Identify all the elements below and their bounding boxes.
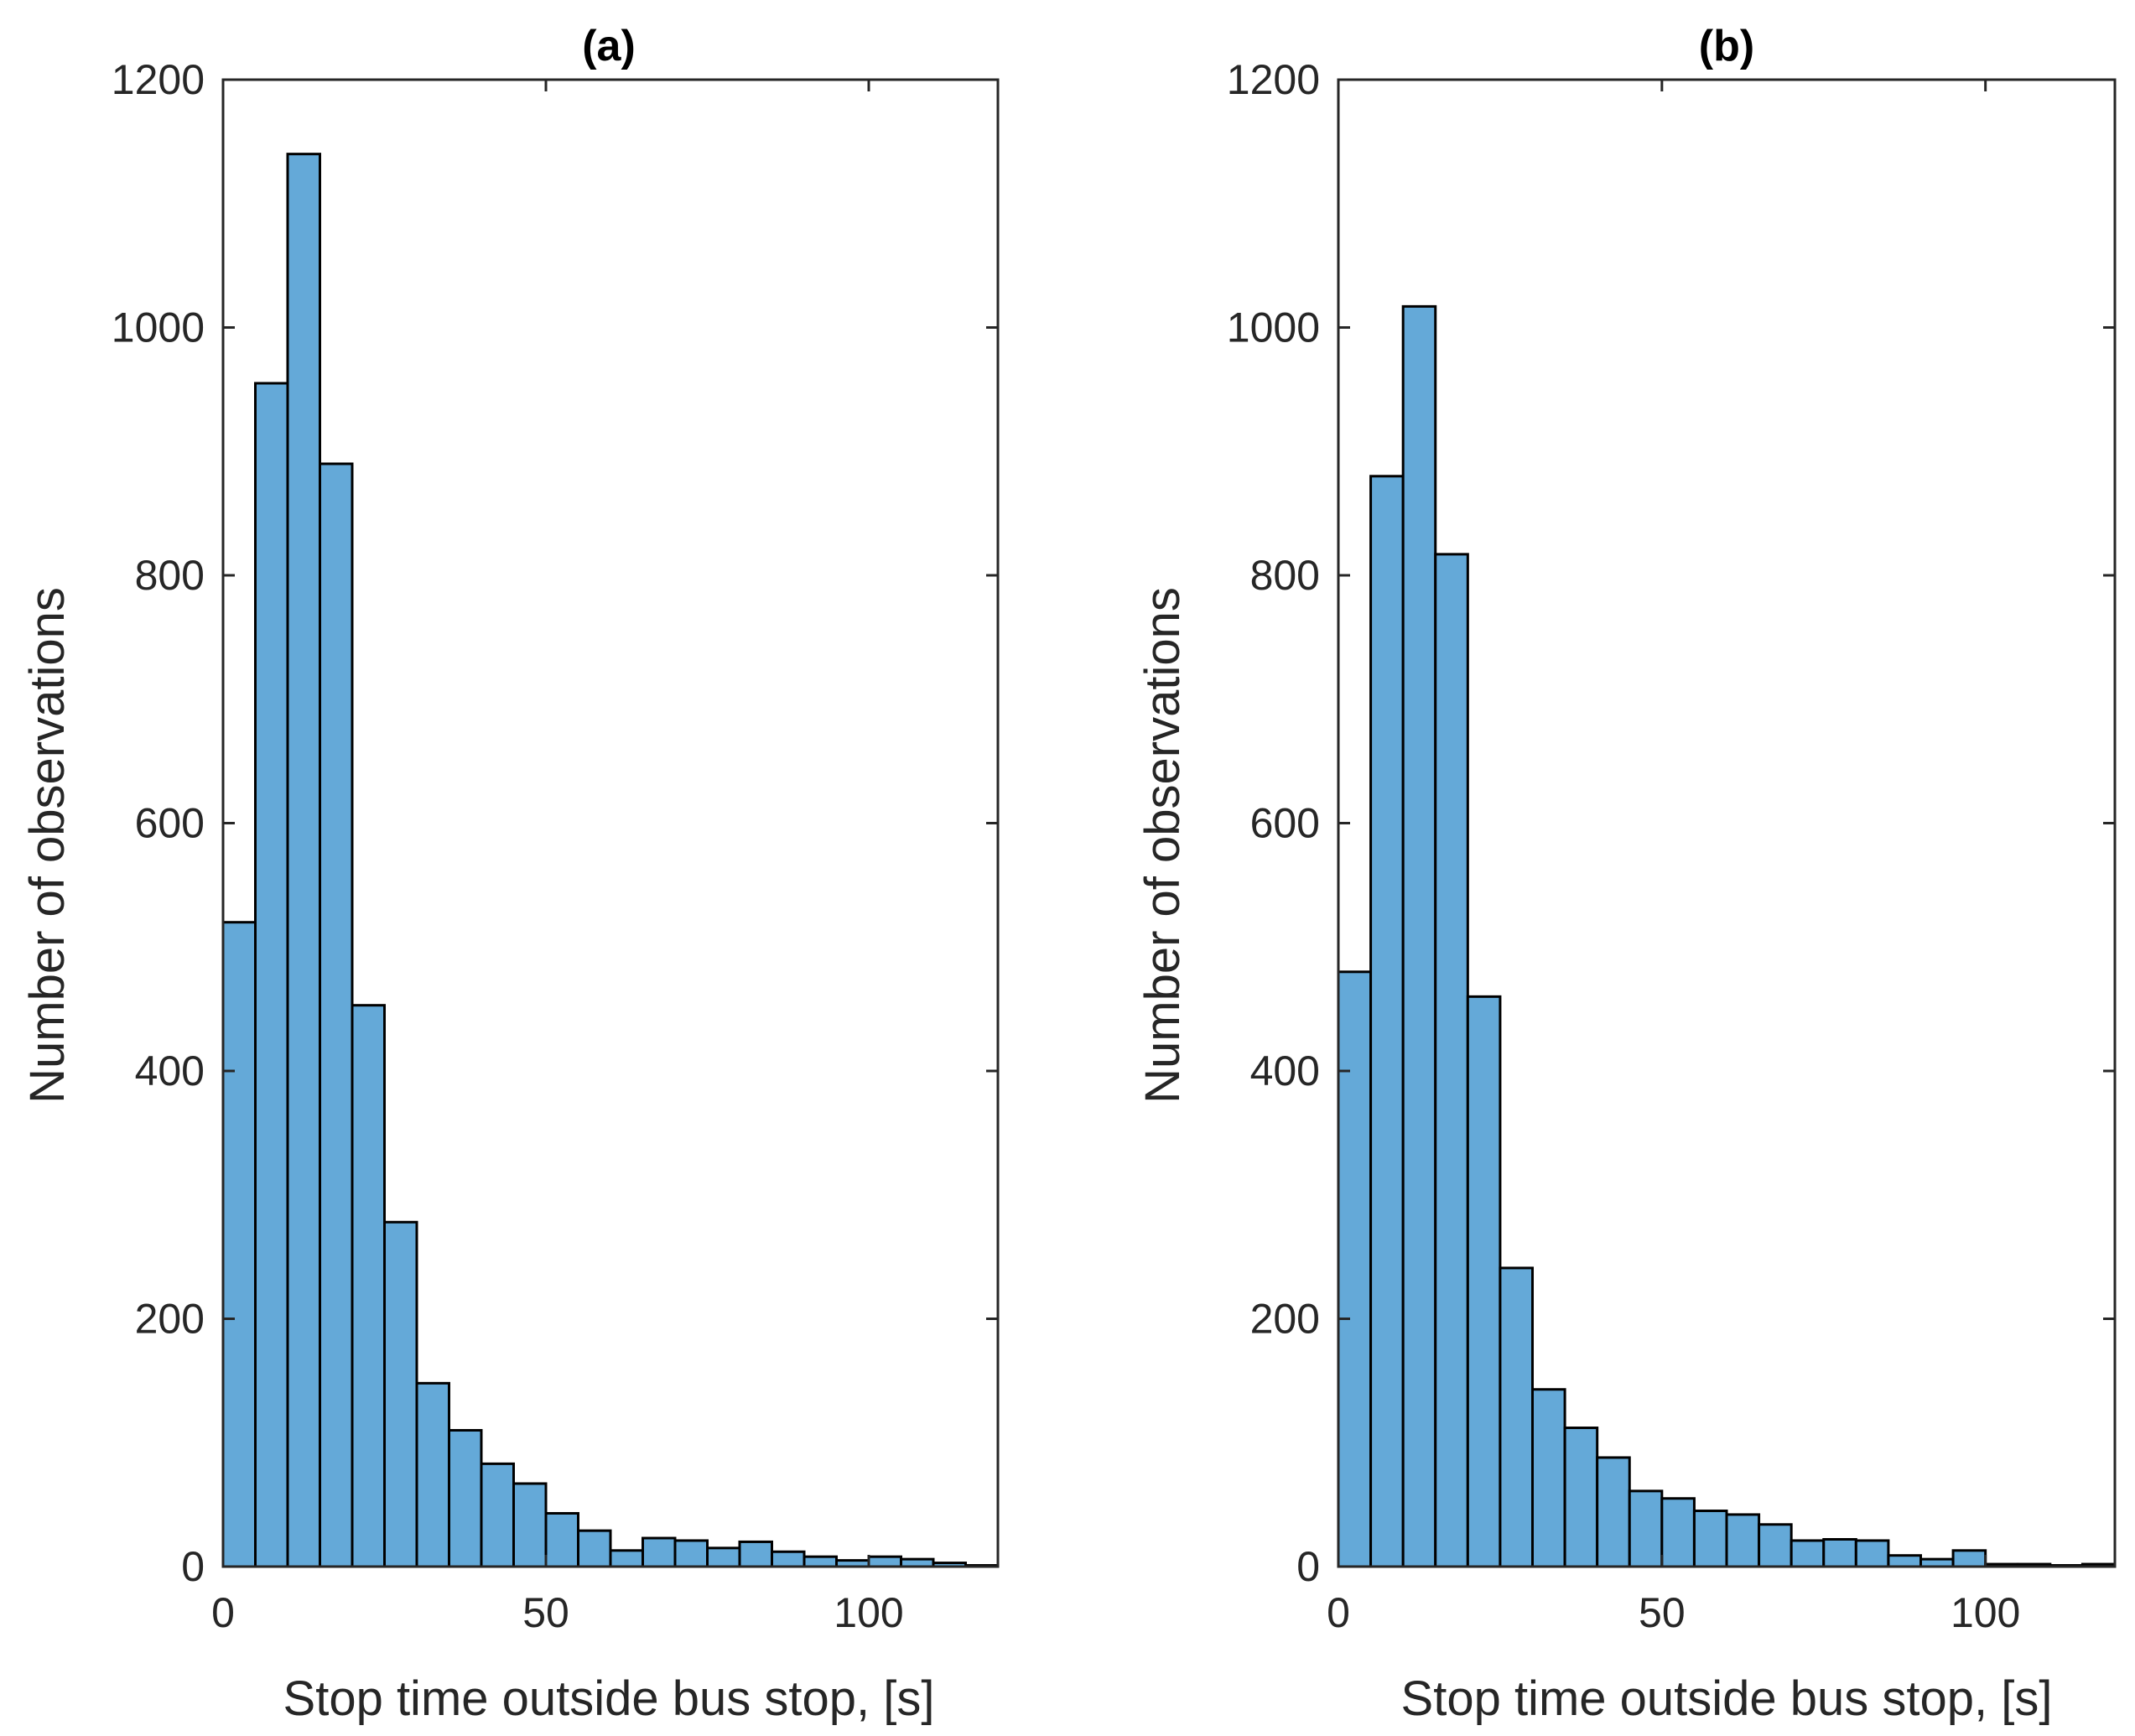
panel-b-bar (1531, 1388, 1566, 1568)
panel-b-bars (1337, 304, 2117, 1568)
panel-b-y-tick-label: 0 (1296, 1543, 1320, 1590)
panel-a-bar (383, 1220, 418, 1568)
panel-a-y-tick-label: 0 (181, 1543, 205, 1590)
panel-a-title: (a) (582, 22, 636, 70)
panel-a-bar (448, 1428, 483, 1568)
panel-b-x-tick-label: 100 (1951, 1589, 2020, 1636)
panel-a-x-tick-label: 100 (834, 1589, 903, 1636)
panel-a-y-tick-label: 1200 (112, 56, 205, 103)
panel-a-bar (867, 1555, 902, 1568)
panel-b-bar (1758, 1523, 1793, 1568)
panel-b-bar (1596, 1456, 1631, 1568)
panel-b-x-ticks: 0 50 100 (1327, 80, 2020, 1636)
panel-a-x-axis-label: Stop time outside bus stop, [s] (283, 1671, 935, 1726)
panel-a-y-tick-label: 1000 (112, 304, 205, 351)
panel-b: (b) 0 200 400 600 800 1000 1200 0 50 100 Stop ti… (1135, 22, 2117, 1726)
panel-a-bar (642, 1536, 677, 1568)
panel-b-bar (1434, 553, 1469, 1568)
panel-b-bar (1369, 475, 1405, 1568)
panel-b-y-tick-label: 800 (1250, 552, 1320, 599)
panel-a-y-tick-label: 800 (135, 552, 205, 599)
panel-a-y-ticks: 0 200 400 600 800 1000 1200 (112, 56, 998, 1590)
panel-b-bar (1951, 1549, 1987, 1568)
panel-a-bar (706, 1546, 741, 1568)
panel-b-bar (1401, 304, 1437, 1568)
panel-a-bar (480, 1462, 515, 1568)
panel-a-y-tick-label: 600 (135, 800, 205, 847)
panel-a-y-tick-label: 200 (135, 1296, 205, 1343)
panel-a-bar (673, 1539, 709, 1568)
panel-b-title: (b) (1699, 22, 1754, 70)
panel-a-bar (771, 1550, 806, 1568)
panel-a-bar (544, 1511, 579, 1568)
panel-a-x-tick-label: 0 (211, 1589, 235, 1636)
panel-a: (a) 0 200 400 600 800 1000 1200 0 50 100 Stop ti… (20, 22, 1000, 1726)
panel-b-bar (1887, 1554, 1923, 1568)
panel-a-bar (577, 1529, 612, 1568)
panel-a-bar (803, 1555, 838, 1568)
panel-a-x-tick-label: 50 (522, 1589, 569, 1636)
panel-b-bar (1563, 1427, 1599, 1568)
panel-b-bar (1660, 1497, 1696, 1568)
panel-a-bar (254, 382, 289, 1568)
panel-a-bar (512, 1482, 548, 1568)
panel-b-x-axis-label: Stop time outside bus stop, [s] (1401, 1671, 2053, 1726)
panel-a-bars (221, 153, 1000, 1568)
panel-b-y-tick-label: 200 (1250, 1296, 1320, 1343)
panel-a-y-axis-label: Number of observations (20, 587, 75, 1104)
panel-b-bar (1822, 1537, 1857, 1568)
panel-b-x-tick-label: 0 (1327, 1589, 1350, 1636)
panel-b-y-ticks: 0 200 400 600 800 1000 1200 (1227, 56, 2115, 1590)
panel-a-y-tick-label: 400 (135, 1047, 205, 1094)
panel-b-y-axis-label: Number of observations (1135, 587, 1190, 1104)
panel-b-bar (1466, 995, 1502, 1568)
panel-a-bar (738, 1540, 773, 1568)
panel-b-bar (1499, 1266, 1534, 1568)
panel-b-bar (1692, 1510, 1728, 1568)
panel-b-y-tick-label: 1000 (1227, 304, 1320, 351)
panel-b-bar (1628, 1489, 1664, 1568)
panel-b-y-tick-label: 600 (1250, 800, 1320, 847)
panel-a-bar (221, 921, 257, 1568)
panel-b-y-tick-label: 1200 (1227, 56, 1320, 103)
panel-b-bar (1854, 1539, 1890, 1568)
panel-a-x-ticks: 0 50 100 (211, 80, 904, 1636)
panel-a-bar (319, 462, 354, 1568)
panel-a-bar (609, 1549, 644, 1568)
panel-a-bar (415, 1381, 450, 1568)
panel-b-bar (1337, 970, 1373, 1568)
panel-a-bar (351, 1004, 386, 1568)
panel-b-bar (1725, 1513, 1761, 1568)
panel-a-bar (286, 153, 321, 1568)
panel-b-x-tick-label: 50 (1639, 1589, 1686, 1636)
panel-b-y-tick-label: 400 (1250, 1047, 1320, 1094)
panel-b-bar (1790, 1539, 1826, 1568)
